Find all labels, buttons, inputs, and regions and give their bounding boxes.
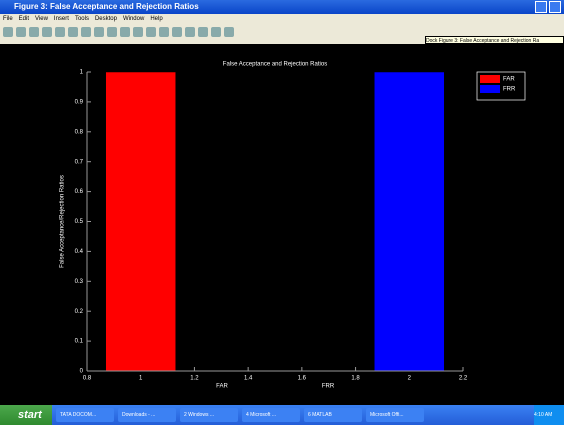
minimize-button[interactable] — [535, 1, 547, 13]
toolbar-button[interactable] — [159, 27, 169, 37]
menu-item[interactable]: Window — [122, 16, 145, 22]
toolbar-button[interactable] — [68, 27, 78, 37]
toolbar-button[interactable] — [3, 27, 13, 37]
task-button[interactable]: TATA DOCOM... — [56, 408, 114, 422]
toolbar-button[interactable] — [133, 27, 143, 37]
x-tick-label: 1.4 — [244, 376, 253, 382]
menu-item[interactable]: Insert — [53, 16, 69, 22]
y-tick-label: 0.6 — [75, 189, 84, 195]
y-tick-label: 0.3 — [75, 279, 84, 285]
menu-item[interactable]: View — [35, 16, 48, 22]
legend-label: FRR — [503, 87, 516, 93]
y-tick-label: 0.8 — [75, 129, 84, 135]
title-bar: Figure 3: False Acceptance and Rejection… — [0, 0, 564, 14]
toolbar-button[interactable] — [94, 27, 104, 37]
toolbar-button[interactable] — [29, 27, 39, 37]
menu-item[interactable]: Edit — [18, 16, 30, 22]
x-tick-label: 1.2 — [190, 376, 199, 382]
menu-item[interactable]: Desktop — [94, 16, 117, 22]
tooltip: Dock Figure 3: False Acceptance and Reje… — [425, 36, 564, 44]
x-tick-label: 2 — [408, 376, 412, 382]
bar — [105, 71, 176, 372]
x-tick-label: 1.8 — [351, 376, 360, 382]
menu-item[interactable]: File — [3, 16, 13, 22]
chart-title: False Acceptance and Rejection Ratios — [223, 62, 327, 68]
window-title: Figure 3: False Acceptance and Rejection… — [14, 2, 199, 11]
toolbar-button[interactable] — [198, 27, 208, 37]
toolbar-button[interactable] — [224, 27, 234, 37]
y-tick-label: 0.5 — [75, 219, 84, 225]
task-button[interactable]: 6 MATLAB — [304, 408, 362, 422]
y-tick-label: 0.2 — [75, 309, 84, 315]
y-tick-label: 0.7 — [75, 159, 84, 165]
y-tick-label: 0.4 — [75, 249, 84, 255]
maximize-button[interactable] — [549, 1, 561, 13]
y-tick-label: 0.9 — [75, 99, 84, 105]
figure: False Acceptance and Rejection Ratios Fal… — [0, 44, 564, 405]
x-tick-label: 1.6 — [298, 376, 307, 382]
legend-swatch — [480, 85, 500, 93]
task-button[interactable]: Downloads - ... — [118, 408, 176, 422]
menu-item[interactable]: Help — [150, 16, 163, 22]
toolbar-button[interactable] — [42, 27, 52, 37]
toolbar-button[interactable] — [120, 27, 130, 37]
task-button[interactable]: Microsoft Offi... — [366, 408, 424, 422]
task-button[interactable]: 4 Microsoft ... — [242, 408, 300, 422]
toolbar — [0, 24, 564, 44]
menu-item[interactable]: Tools — [74, 16, 89, 22]
y-tick-label: 0 — [80, 369, 84, 375]
axis-annotation: FAR — [216, 384, 228, 390]
taskbar: start TATA DOCOM... Downloads - ... 2 Wind… — [0, 405, 564, 425]
bar — [374, 71, 445, 372]
y-axis-label: False Acceptance/Rejection Ratios — [60, 175, 66, 268]
toolbar-button[interactable] — [107, 27, 117, 37]
menu-bar: File Edit View Insert Tools Desktop Window Help — [0, 14, 564, 24]
y-tick-label: 0.1 — [75, 339, 84, 345]
figure-background — [0, 44, 564, 405]
start-button[interactable]: start — [0, 405, 52, 425]
toolbar-button[interactable] — [16, 27, 26, 37]
axis-annotation: FRR — [322, 384, 335, 390]
x-tick-label: 0.8 — [83, 376, 92, 382]
legend-label: FAR — [503, 77, 515, 83]
x-tick-label: 1 — [139, 376, 143, 382]
toolbar-button[interactable] — [146, 27, 156, 37]
toolbar-button[interactable] — [185, 27, 195, 37]
legend-swatch — [480, 75, 500, 83]
task-list: TATA DOCOM... Downloads - ... 2 Windows ..… — [56, 408, 424, 422]
y-tick-label: 1 — [80, 70, 84, 76]
x-tick-label: 2.2 — [459, 376, 468, 382]
toolbar-button[interactable] — [55, 27, 65, 37]
task-button[interactable]: 2 Windows ... — [180, 408, 238, 422]
toolbar-button[interactable] — [172, 27, 182, 37]
toolbar-button[interactable] — [211, 27, 221, 37]
clock: 4:10 AM — [534, 405, 564, 425]
toolbar-button[interactable] — [81, 27, 91, 37]
